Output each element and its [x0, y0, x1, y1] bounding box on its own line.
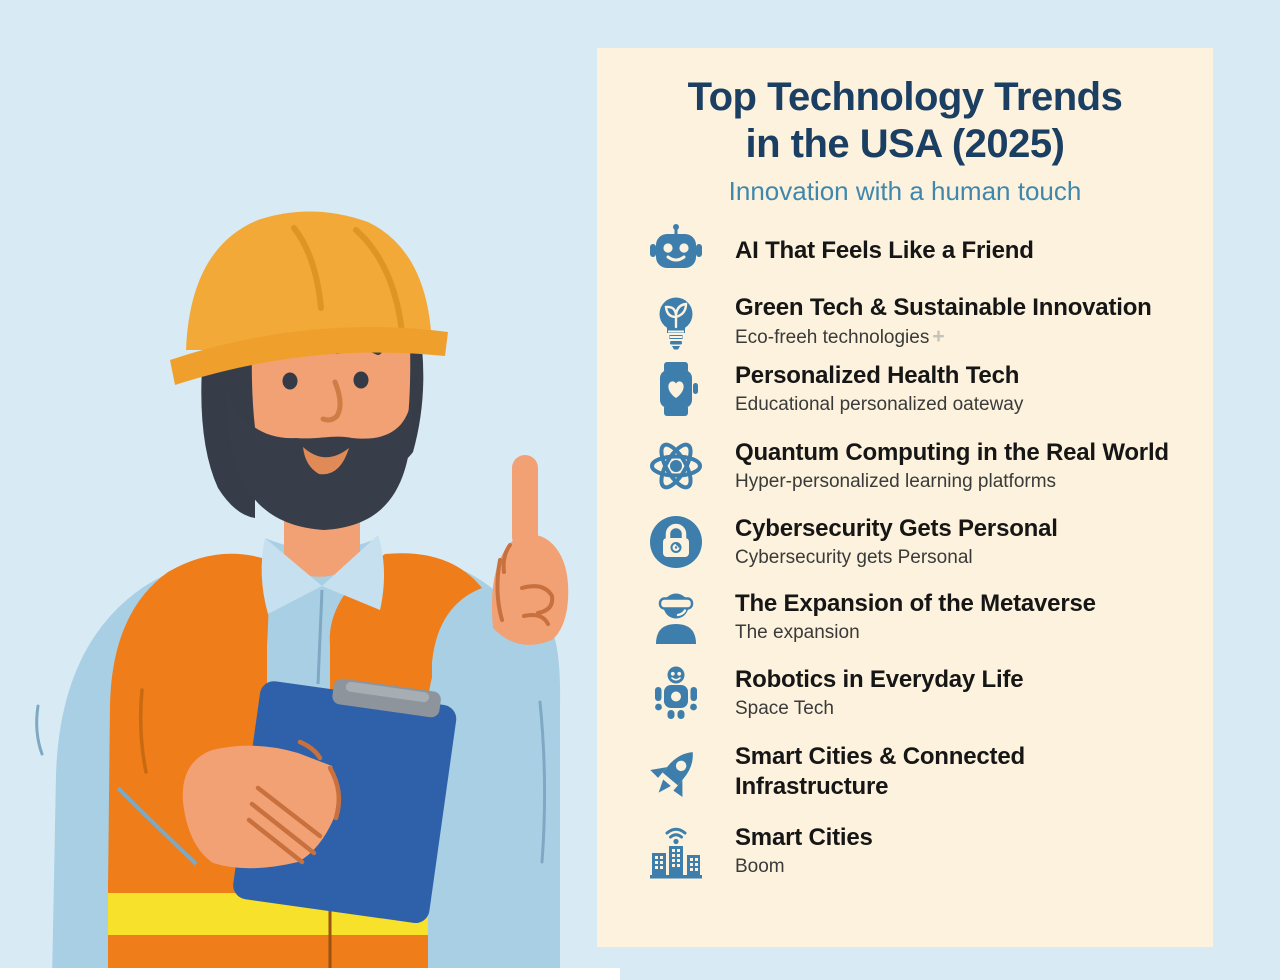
trend-text: Personalized Health Tech Educational per… [735, 361, 1023, 418]
trend-item: Smart Cities Boom [647, 822, 1177, 880]
trend-item: Smart Cities & Connected Infrastructure [647, 742, 1177, 802]
trend-title: Smart Cities & Connected Infrastructure [735, 743, 1025, 800]
trend-subtitle: Hyper-personalized learning platforms [735, 468, 1169, 495]
atom-icon [647, 437, 705, 495]
trend-text: Robotics in Everyday Life Space Tech [735, 665, 1024, 722]
trend-title: AI That Feels Like a Friend [735, 237, 1034, 264]
trend-subtitle: Space Tech [735, 695, 1023, 722]
robot-body-icon [647, 664, 705, 722]
trend-title: Smart Cities [735, 823, 873, 851]
trends-panel: Top Technology Trends in the USA (2025) I… [597, 48, 1213, 947]
bottom-white-bar [0, 968, 620, 980]
trend-title: The Expansion of the Metaverse [735, 589, 1096, 617]
trend-list: AI That Feels Like a Friend Green Tech &… [647, 48, 1187, 947]
smartwatch-heart-icon [647, 360, 705, 418]
trend-subtitle: Boom [735, 853, 873, 880]
trend-title: Quantum Computing in the Real World [735, 438, 1169, 466]
trend-item: The Expansion of the Metaverse The expan… [647, 588, 1177, 646]
trend-item: Robotics in Everyday Life Space Tech [647, 664, 1177, 722]
page-title-line1: Top Technology Trends [687, 75, 1123, 119]
trend-item: Cybersecurity Gets Personal Cybersecurit… [647, 513, 1177, 571]
trend-item: Green Tech & Sustainable Innovation Eco-… [647, 293, 1177, 351]
trend-title: Cybersecurity Gets Personal [735, 514, 1058, 542]
trend-text: Smart Cities Boom [735, 823, 873, 880]
trend-text: The Expansion of the Metaverse The expan… [735, 589, 1096, 646]
trend-subtitle: The expansion [735, 619, 1096, 646]
trend-title: Robotics in Everyday Life [735, 665, 1024, 693]
trend-title: Personalized Health Tech [735, 361, 1020, 389]
trend-subtitle-text: Educational personalized oateway [735, 393, 1024, 415]
trend-text: Green Tech & Sustainable Innovation Eco-… [735, 293, 1152, 351]
trend-item: Quantum Computing in the Real World Hype… [647, 437, 1177, 495]
page-subtitle: Innovation with a human touch [728, 176, 1082, 207]
smart-city-icon [647, 822, 705, 880]
trend-subtitle: Eco-freeh technologies + [735, 323, 1152, 351]
page-title: Top Technology Trends in the USA (2025) [597, 74, 1213, 168]
trend-text: Quantum Computing in the Real World Hype… [735, 438, 1169, 495]
trend-subtitle-text: Hyper-personalized learning platforms [735, 470, 1057, 492]
page-title-line2: in the USA (2025) [745, 122, 1065, 167]
trend-item: AI That Feels Like a Friend [647, 222, 1177, 280]
trend-title: Green Tech & Sustainable Innovation [735, 294, 1152, 321]
trend-subtitle: Cybersecurity gets Personal [735, 544, 1058, 571]
construction-worker-illustration [35, 211, 569, 980]
rocket-icon [647, 743, 705, 801]
trend-subtitle: Educational personalized oateway [735, 391, 1023, 418]
trend-text: Smart Cities & Connected Infrastructure [735, 742, 1025, 802]
sparkle-icon: + [932, 325, 945, 348]
trend-text: Cybersecurity Gets Personal Cybersecurit… [735, 514, 1058, 571]
panel-header: Top Technology Trends in the USA (2025) I… [597, 74, 1213, 207]
lock-fingerprint-icon [647, 513, 705, 571]
eco-lightbulb-icon [647, 293, 705, 351]
trend-subtitle-text: Cybersecurity gets Personal [735, 546, 973, 568]
trend-subtitle-text: Boom [735, 855, 785, 877]
trend-subtitle-text: Eco-freeh technologies [735, 327, 930, 348]
trend-text: AI That Feels Like a Friend [735, 236, 1034, 266]
trend-subtitle-text: Space Tech [735, 697, 834, 719]
trend-subtitle-text: The expansion [735, 621, 860, 643]
robot-head-icon [647, 222, 705, 280]
trend-item: Personalized Health Tech Educational per… [647, 360, 1177, 418]
vr-person-icon [647, 588, 705, 646]
